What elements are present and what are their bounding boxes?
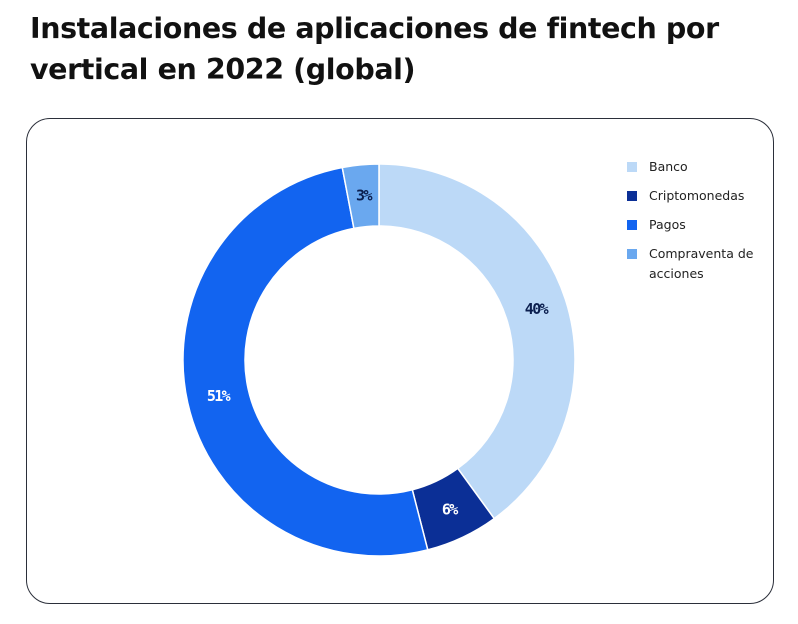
legend-item-banco[interactable]: Banco	[627, 157, 759, 177]
chart-title: Instalaciones de aplicaciones de fintech…	[30, 12, 719, 86]
legend-swatch-pagos	[627, 220, 637, 230]
legend-item-compraventa[interactable]: Compraventa de acciones	[627, 244, 759, 284]
slice-percent-label-3: 3%	[356, 187, 372, 205]
legend-swatch-compraventa	[627, 249, 637, 259]
slice-percent-label-2: 51%	[207, 387, 231, 405]
donut-slices	[182, 163, 576, 557]
donut-slice-2[interactable]	[182, 166, 429, 557]
donut-slice-3[interactable]	[341, 163, 380, 230]
legend-label-pagos: Pagos	[649, 217, 686, 232]
legend-label-criptomonedas: Criptomonedas	[649, 188, 745, 203]
legend-swatch-banco	[627, 162, 637, 172]
legend-item-pagos[interactable]: Pagos	[627, 215, 759, 235]
chart-card	[26, 118, 774, 604]
legend-label-banco: Banco	[649, 159, 688, 174]
slice-percent-label-1: 6%	[442, 500, 458, 518]
legend-label-compraventa: Compraventa de acciones	[649, 246, 754, 281]
slice-percent-label-0: 40%	[525, 300, 549, 318]
donut-slice-0[interactable]	[378, 163, 576, 520]
legend-swatch-criptomonedas	[627, 191, 637, 201]
chart-legend: Banco Criptomonedas Pagos Compraventa de…	[627, 157, 759, 293]
donut-labels: 40% 6% 51% 3%	[207, 187, 550, 519]
legend-item-criptomonedas[interactable]: Criptomonedas	[627, 186, 759, 206]
